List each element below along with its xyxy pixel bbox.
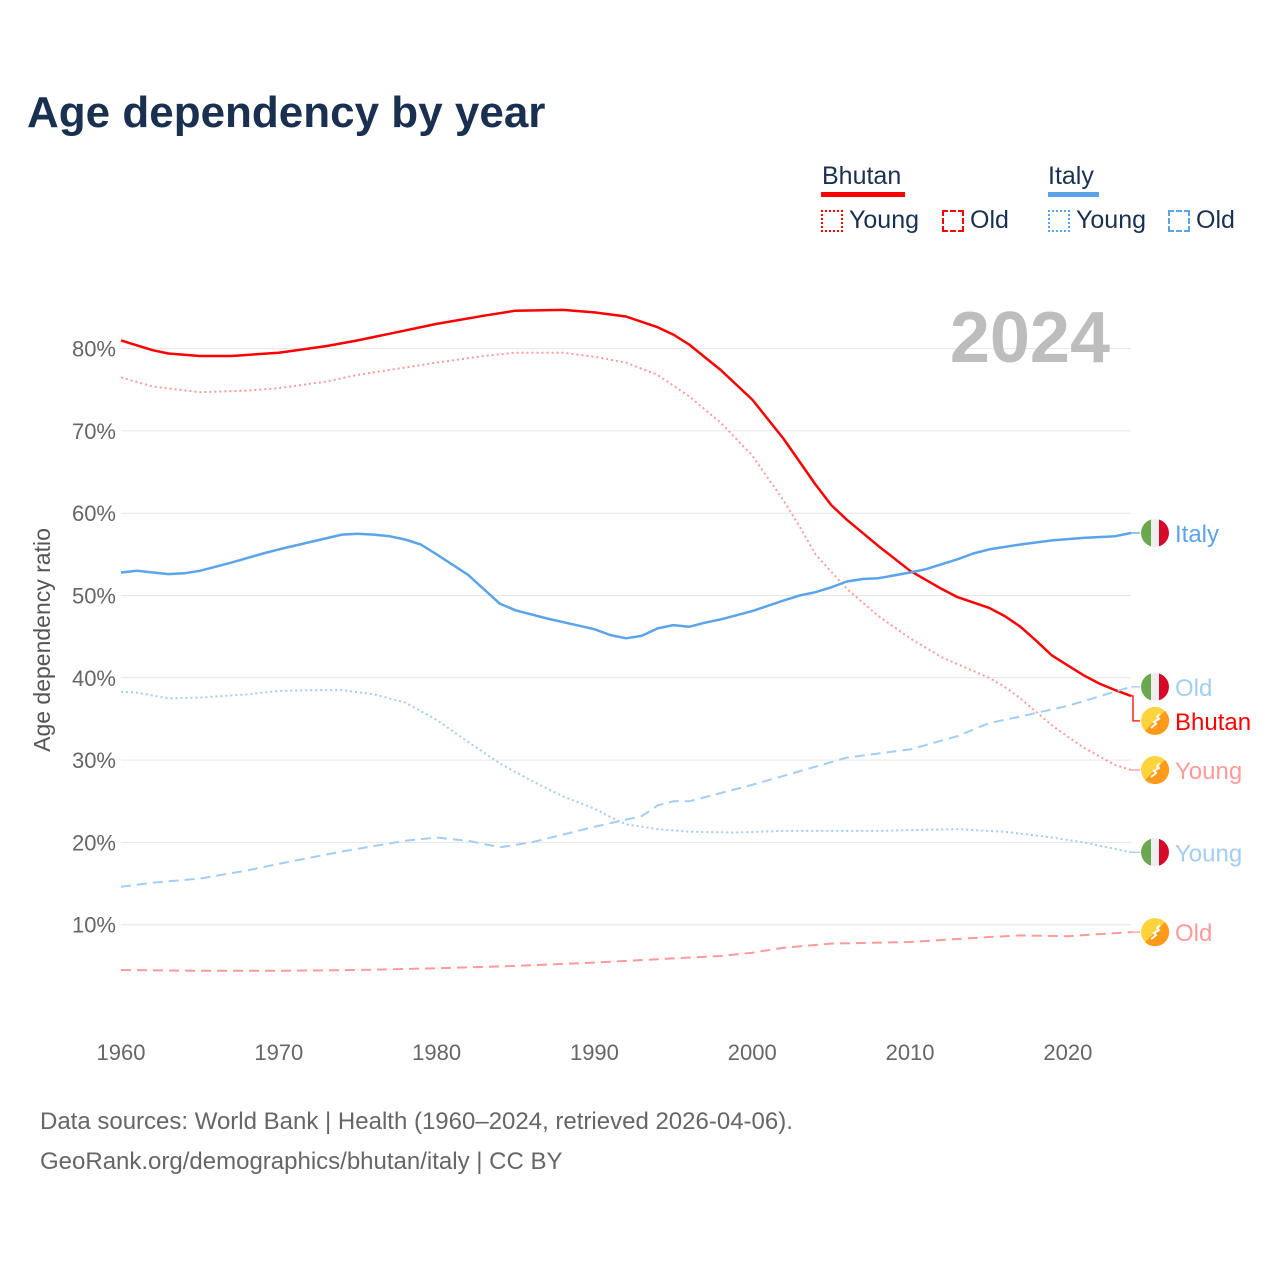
legend-item-italy-old[interactable]: Old	[1168, 206, 1235, 235]
x-tick-label: 1980	[412, 1040, 461, 1065]
y-tick-label: 10%	[72, 913, 116, 938]
end-label-italy-old: Old	[1131, 672, 1212, 702]
line-chart: 10% 20% 30% 40% 50% 60% 70% 80% 1960 1970 1980 1990…	[29, 298, 1251, 1065]
y-axis-label: Age dependency ratio	[29, 528, 55, 752]
x-tick-label: 1990	[570, 1040, 619, 1065]
end-label-text: Old	[1175, 920, 1212, 947]
dragon-icon	[1150, 762, 1161, 778]
legend-label: Old	[1196, 206, 1235, 234]
flag-stripe	[1141, 838, 1151, 866]
legend-label: Young	[1076, 206, 1146, 234]
flag-stripe	[1159, 519, 1169, 547]
chart-title: Age dependency by year	[27, 88, 546, 137]
legend-item-bhutan-young[interactable]: Young	[821, 206, 919, 235]
series-line-italy	[120, 531, 1132, 640]
flag-stripe	[1141, 519, 1151, 547]
legend-bar-italy	[1048, 192, 1099, 197]
end-label-bhutan-old: Old	[1131, 918, 1212, 947]
legend-country-bhutan[interactable]: Bhutan	[822, 162, 902, 190]
end-label-text: Bhutan	[1175, 709, 1251, 736]
end-label-text: Young	[1175, 758, 1242, 785]
y-tick-label: 50%	[72, 584, 116, 609]
legend-label: Old	[970, 206, 1009, 234]
footer-sources: Data sources: World Bank | Health (1960–…	[40, 1108, 793, 1135]
end-label-italy-young: Young	[1131, 838, 1242, 867]
legend-country-italy[interactable]: Italy	[1048, 162, 1094, 190]
flag-stripe	[1159, 673, 1169, 701]
dragon-icon	[1150, 713, 1161, 729]
y-tick-label: 30%	[72, 748, 116, 773]
flag-half	[1145, 759, 1170, 785]
series-line-bhutan	[120, 308, 1132, 698]
flag-stripe	[1141, 673, 1151, 701]
x-tick-label: 2000	[728, 1040, 777, 1065]
y-tick-label: 20%	[72, 830, 116, 855]
flag-half	[1145, 710, 1170, 735]
x-tick-label: 1970	[254, 1040, 303, 1065]
x-tick-label: 2010	[886, 1040, 935, 1065]
series-line-italy-young	[120, 689, 1132, 854]
flag-stripe	[1159, 838, 1169, 866]
y-tick-label: 60%	[72, 501, 116, 526]
year-watermark: 2024	[950, 298, 1110, 378]
dotted-swatch-icon	[1048, 209, 1070, 232]
y-tick-label: 70%	[72, 419, 116, 444]
end-label-text: Young	[1175, 840, 1242, 867]
end-label-bhutan-young: Young	[1131, 755, 1242, 785]
footer-link[interactable]: GeoRank.org/demographics/bhutan/italy | …	[40, 1148, 563, 1175]
flag-half	[1145, 922, 1170, 947]
dashed-swatch-icon	[942, 209, 964, 232]
series-line-bhutan-young	[120, 351, 1132, 771]
leader-line	[1131, 695, 1140, 722]
legend-bar-bhutan	[821, 192, 905, 197]
legend-item-italy-young[interactable]: Young	[1048, 206, 1146, 235]
dotted-swatch-icon	[821, 209, 843, 232]
x-tick-label: 1960	[97, 1040, 146, 1065]
end-label-text: Old	[1175, 675, 1212, 702]
y-tick-label: 40%	[72, 666, 116, 691]
y-tick-label: 80%	[72, 337, 116, 362]
legend-item-bhutan-old[interactable]: Old	[942, 206, 1009, 235]
end-label-bhutan: Bhutan	[1131, 695, 1251, 736]
dragon-icon	[1150, 924, 1161, 940]
series-line-bhutan-old	[120, 931, 1132, 972]
series-line-italy-old	[120, 685, 1132, 888]
end-label-italy: Italy	[1131, 518, 1219, 548]
dashed-swatch-icon	[1168, 209, 1190, 232]
legend-label: Young	[849, 206, 919, 234]
x-tick-label: 2020	[1043, 1040, 1092, 1065]
end-label-text: Italy	[1175, 521, 1219, 548]
